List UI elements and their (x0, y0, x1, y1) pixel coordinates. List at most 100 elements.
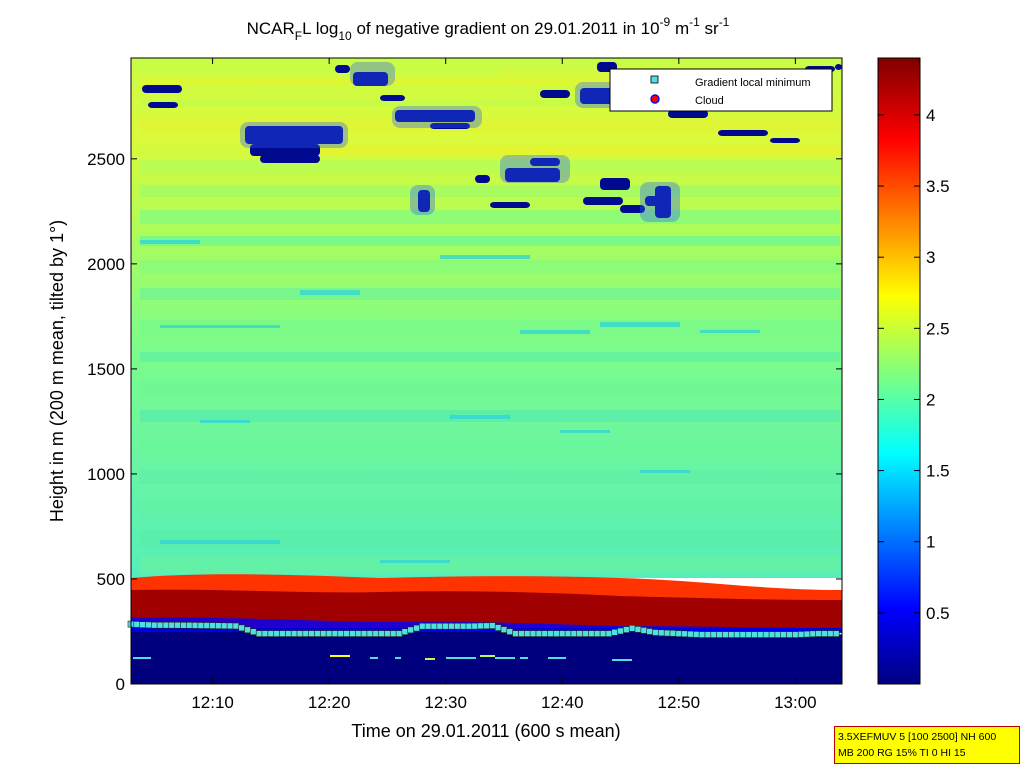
heatmap-minimum-patch (835, 64, 842, 70)
gradient-minimum-marker (652, 629, 659, 636)
gradient-minimum-marker (733, 631, 741, 638)
gradient-minimum-marker (465, 622, 473, 630)
gradient-minimum-marker (261, 630, 269, 637)
field-streak (140, 288, 840, 300)
gradient-minimum-marker (436, 622, 444, 630)
gradient-minimum-marker (815, 630, 823, 637)
field-low-streak (700, 330, 760, 333)
gradient-minimum-marker (343, 630, 350, 637)
gradient-minimum-marker (174, 621, 181, 629)
heatmap-minimum-patch (718, 130, 768, 136)
gradient-minimum-marker (826, 630, 834, 637)
x-tick-label: 12:20 (308, 693, 351, 712)
y-axis-label: Height in m (200 m mean, tilted by 1°) (47, 220, 67, 522)
heatmap-patch-halo (410, 185, 435, 215)
gradient-minimum-marker (657, 629, 665, 637)
low-level-speck (612, 659, 632, 661)
gradient-minimum-marker (384, 630, 391, 637)
info-line-2: MB 200 RG 15% TI 0 HI 15 (838, 747, 966, 759)
gradient-minimum-marker (454, 622, 461, 630)
gradient-minimum-marker (634, 626, 642, 633)
gradient-minimum-marker (663, 629, 671, 637)
field-streak (140, 530, 840, 546)
gradient-minimum-marker (512, 630, 519, 637)
heatmap-minimum-patch (505, 168, 560, 182)
gradient-minimum-marker (739, 631, 747, 638)
gradient-minimum-marker (518, 630, 525, 637)
gradient-minimum-marker (669, 629, 677, 637)
gradient-minimum-marker (395, 630, 403, 637)
heatmap-minimum-patch (583, 197, 623, 205)
field-low-streak (160, 540, 280, 544)
field-streak (140, 556, 840, 574)
gradient-minimum-marker (646, 628, 654, 635)
x-tick-label: 12:30 (424, 693, 467, 712)
gradient-minimum-marker (255, 630, 263, 637)
heatmap-patch-halo (350, 62, 395, 86)
gradient-minimum-marker (588, 630, 595, 637)
gradient-minimum-marker (191, 622, 199, 629)
field-streak (140, 185, 840, 197)
gradient-minimum-marker (180, 621, 187, 629)
gradient-minimum-marker (244, 626, 251, 634)
heatmap-patch-halo (640, 182, 680, 222)
field-streak (140, 500, 840, 518)
heatmap-patch-halo (392, 106, 482, 128)
legend: Gradient local minimum Cloud (609, 68, 833, 112)
gradient-minimum-marker (687, 630, 694, 638)
field-low-streak (200, 420, 250, 423)
field-low-streak (600, 322, 680, 327)
gradient-minimum-marker (285, 630, 292, 637)
x-tick-label: 12:10 (191, 693, 234, 712)
low-level-speck (425, 658, 435, 660)
legend-marker-gradient-minimum (650, 75, 659, 84)
heatmap-minimum-patch (490, 202, 530, 208)
heatmap-minimum-patch (250, 144, 320, 156)
colorbar-tick-label: 3 (926, 248, 935, 267)
gradient-minimum-marker (716, 631, 723, 638)
gradient-minimum-marker (325, 630, 333, 637)
low-level-speck (548, 657, 566, 659)
colorbar-tick-label: 1.5 (926, 462, 950, 481)
gradient-minimum-marker (302, 630, 310, 637)
low-level-speck (480, 655, 495, 657)
gradient-minimum-marker (488, 622, 496, 629)
gradient-minimum-marker (413, 624, 420, 632)
gradient-minimum-marker (168, 621, 176, 629)
field-streak (140, 100, 830, 106)
gradient-minimum-marker (459, 622, 467, 630)
gradient-minimum-marker (611, 628, 619, 636)
gradient-minimum-marker (605, 630, 613, 637)
field-streak (140, 78, 640, 86)
gradient-minimum-marker (250, 628, 257, 636)
heatmap-minimum-patch (645, 196, 670, 206)
gradient-minimum-marker (722, 631, 729, 638)
gradient-minimum-marker (809, 630, 817, 638)
field-streak (140, 160, 840, 174)
gradient-minimum-marker (500, 626, 508, 633)
gradient-minimum-marker (564, 630, 572, 637)
colorbar-tick-label: 4 (926, 106, 935, 125)
field-streak (140, 470, 840, 484)
gradient-minimum-marker (156, 621, 164, 629)
gradient-minimum-marker (692, 631, 700, 638)
gradient-minimum-marker (529, 630, 537, 637)
gradient-minimum-marker (378, 630, 385, 637)
gradient-minimum-marker (570, 630, 578, 637)
legend-box (609, 68, 833, 112)
heatmap-minimum-patch (475, 175, 490, 183)
heatmap-minimum-patch (335, 65, 350, 73)
heatmap-minimum-patch (530, 158, 560, 166)
field-low-streak (450, 415, 510, 419)
gradient-minimum-marker (623, 626, 630, 633)
gradient-minimum-marker (803, 630, 811, 638)
low-level-speck (520, 657, 528, 659)
x-tick-label: 12:50 (658, 693, 701, 712)
field-streak (140, 352, 840, 362)
x-tick-label: 12:40 (541, 693, 584, 712)
field-low-streak (520, 330, 590, 334)
heatmap-minimum-patch (148, 102, 178, 108)
gradient-minimum-marker (821, 630, 828, 637)
heatmap-field (131, 58, 842, 684)
gradient-minimum-marker (331, 630, 339, 637)
